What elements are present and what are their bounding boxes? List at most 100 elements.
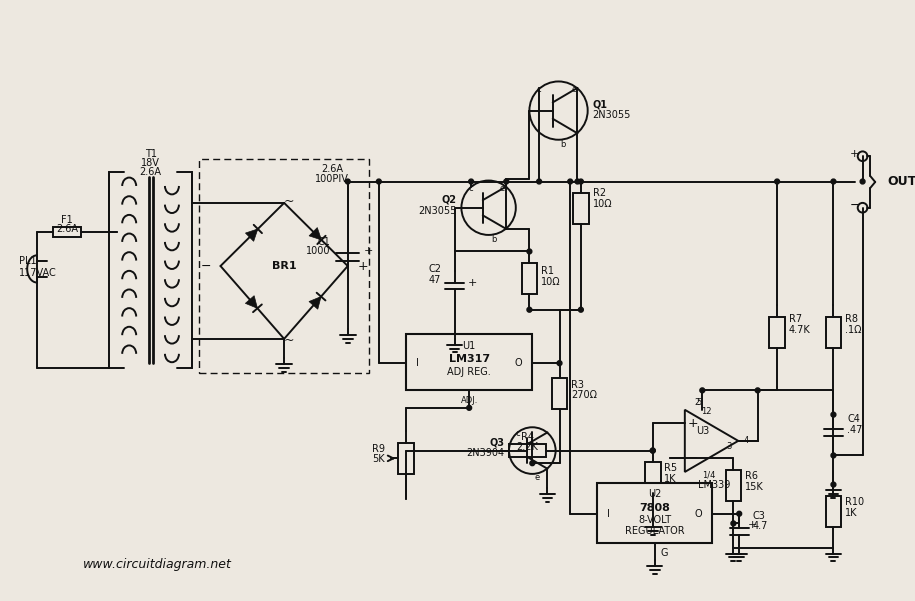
Polygon shape [309, 228, 321, 240]
Text: 3: 3 [726, 442, 731, 451]
Text: LM339: LM339 [698, 480, 730, 490]
Bar [825, 496, 841, 527]
Text: −: − [200, 260, 210, 272]
Bar [825, 317, 841, 347]
Text: O: O [515, 358, 522, 368]
Text: ADJ REG.: ADJ REG. [447, 367, 491, 377]
Text: 2N3055: 2N3055 [593, 111, 631, 120]
Text: R2: R2 [593, 188, 606, 198]
Text: ADJ.: ADJ. [460, 395, 478, 404]
Text: 5K: 5K [372, 454, 384, 465]
Text: C3: C3 [753, 511, 766, 520]
Text: 2.6A: 2.6A [140, 167, 162, 177]
Text: LM317: LM317 [448, 354, 490, 364]
Text: 1K: 1K [664, 474, 677, 484]
Text: O: O [694, 508, 703, 519]
Text: 12: 12 [701, 407, 712, 416]
Text: 1K: 1K [845, 508, 857, 517]
Circle shape [831, 412, 836, 417]
Text: 47: 47 [428, 275, 441, 285]
Text: +: + [468, 278, 478, 287]
Text: R8: R8 [845, 314, 858, 325]
Text: R10: R10 [845, 497, 865, 507]
Text: Q3: Q3 [490, 438, 504, 448]
Text: T1: T1 [145, 149, 156, 159]
Text: G: G [661, 548, 668, 558]
Text: R1: R1 [541, 266, 554, 276]
Bar [552, 377, 567, 409]
Text: 5: 5 [696, 397, 702, 406]
Circle shape [860, 179, 865, 184]
Text: 4.7K: 4.7K [789, 325, 811, 335]
Circle shape [575, 179, 580, 184]
Text: 2.6A: 2.6A [56, 224, 78, 234]
Text: 2.6A: 2.6A [321, 164, 343, 174]
Text: C2: C2 [428, 264, 441, 274]
Text: U1: U1 [463, 341, 476, 350]
Circle shape [755, 388, 760, 393]
Text: R3: R3 [571, 379, 584, 389]
Circle shape [568, 179, 573, 184]
Circle shape [527, 307, 532, 312]
Text: ~: ~ [284, 334, 295, 347]
Text: 117VAC: 117VAC [19, 268, 57, 278]
Text: b: b [490, 235, 496, 244]
Text: I: I [415, 358, 419, 368]
Circle shape [578, 307, 583, 312]
Circle shape [345, 179, 350, 184]
Bar [645, 462, 661, 493]
Text: www.circuitdiagram.net: www.circuitdiagram.net [82, 558, 231, 571]
Text: PL1: PL1 [19, 256, 37, 266]
Text: C4: C4 [847, 415, 860, 424]
Text: −: − [687, 452, 698, 465]
Text: 8-VOLT: 8-VOLT [638, 514, 672, 525]
Polygon shape [245, 229, 258, 242]
Text: 270Ω: 270Ω [571, 390, 597, 400]
Bar [573, 193, 588, 224]
Text: C1: C1 [318, 237, 330, 247]
Text: R5: R5 [664, 463, 677, 473]
Text: 4: 4 [743, 436, 748, 445]
Bar [406, 334, 533, 391]
Polygon shape [245, 296, 257, 308]
Text: +: + [363, 246, 372, 257]
Text: e: e [534, 473, 540, 482]
Circle shape [831, 482, 836, 487]
Text: 2N3904: 2N3904 [466, 448, 504, 459]
Text: c: c [468, 184, 473, 193]
Bar [522, 263, 537, 294]
Text: c: c [515, 429, 520, 438]
Circle shape [537, 179, 542, 184]
Text: c: c [537, 85, 542, 94]
Text: +: + [850, 149, 859, 159]
Text: 10Ω: 10Ω [593, 199, 612, 209]
Bar [398, 443, 414, 474]
Bar [770, 317, 785, 347]
Text: 100PIV: 100PIV [316, 174, 350, 183]
Text: 1000: 1000 [306, 246, 330, 257]
Text: b: b [561, 140, 566, 149]
Text: F1: F1 [61, 215, 73, 225]
Circle shape [731, 521, 736, 526]
Text: 18V: 18V [141, 158, 160, 168]
Circle shape [651, 448, 655, 453]
Bar [509, 444, 546, 457]
Text: Q1: Q1 [593, 100, 608, 110]
Text: 7808: 7808 [640, 503, 670, 513]
Text: .1Ω: .1Ω [845, 325, 862, 335]
Circle shape [831, 453, 836, 458]
Text: 2.2K: 2.2K [517, 442, 538, 452]
Circle shape [504, 179, 509, 184]
Circle shape [775, 179, 780, 184]
Text: I: I [608, 508, 610, 519]
Text: U3: U3 [695, 426, 709, 436]
Text: 15K: 15K [745, 481, 764, 492]
Text: 4.7: 4.7 [753, 521, 769, 531]
Bar [597, 483, 712, 543]
Bar [726, 470, 741, 501]
Polygon shape [309, 296, 321, 309]
Circle shape [737, 511, 742, 516]
Text: 1/4: 1/4 [703, 471, 716, 480]
Circle shape [530, 461, 534, 466]
Circle shape [467, 406, 471, 410]
